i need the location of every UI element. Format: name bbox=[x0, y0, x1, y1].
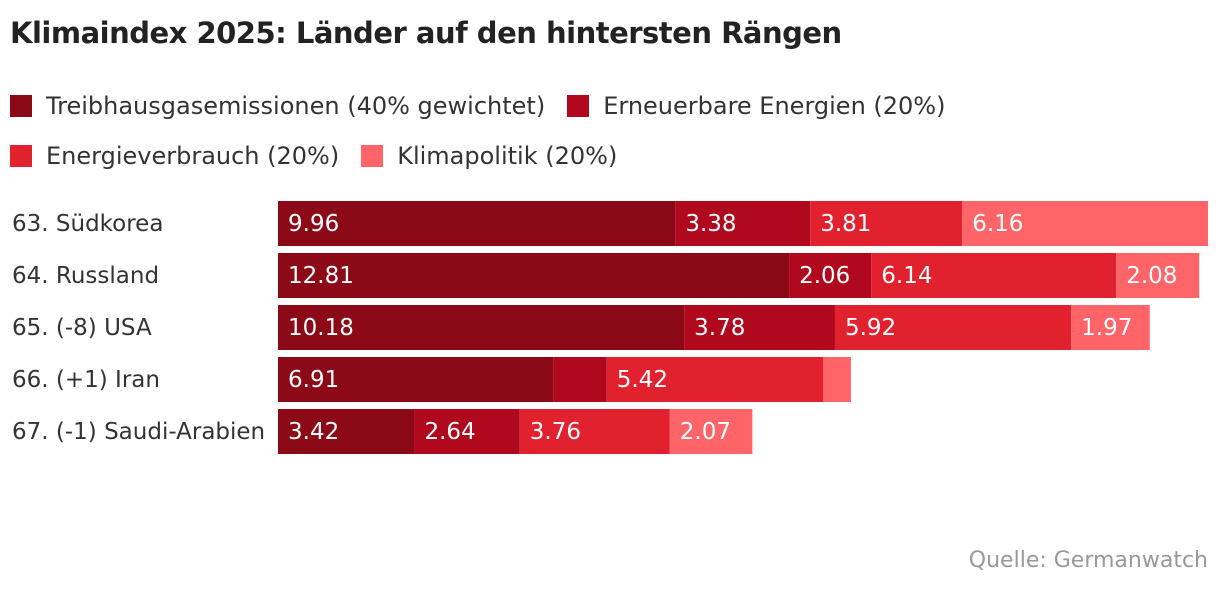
bar-segment bbox=[834, 305, 1072, 350]
bar-segment bbox=[810, 201, 963, 246]
bar-segment bbox=[414, 409, 520, 454]
chart: 63. Südkorea 9.96 3.38 3.81 6.16 64. Russland… bbox=[12, 201, 1208, 454]
value-label: 2.06 bbox=[799, 263, 850, 289]
legend-item: Energieverbrauch (20%) bbox=[10, 138, 339, 174]
value-label: 5.42 bbox=[617, 367, 668, 393]
legend-label: Klimapolitik (20%) bbox=[397, 142, 618, 170]
legend-item: Klimapolitik (20%) bbox=[361, 138, 617, 174]
value-label: 6.14 bbox=[881, 263, 932, 289]
bar-segment bbox=[669, 409, 753, 454]
value-label: 6.91 bbox=[288, 367, 339, 393]
legend: Treibhausgasemissionen (40% gewichtet) Er… bbox=[10, 88, 1080, 174]
value-label: 2.07 bbox=[680, 419, 731, 445]
legend-item: Treibhausgasemissionen (40% gewichtet) bbox=[10, 88, 545, 124]
legend-swatch bbox=[361, 145, 384, 167]
value-label: 2.08 bbox=[1126, 263, 1177, 289]
value-label: 12.81 bbox=[288, 263, 354, 289]
legend-label: Treibhausgasemissionen (40% gewichtet) bbox=[46, 92, 546, 120]
legend-item: Erneuerbare Energien (20%) bbox=[567, 88, 945, 124]
source: Quelle: Germanwatch bbox=[968, 548, 1208, 573]
category-label: 63. Südkorea bbox=[12, 211, 163, 237]
value-label: 3.81 bbox=[820, 211, 871, 237]
bar-segment bbox=[278, 409, 415, 454]
bar-segment bbox=[871, 253, 1117, 298]
bar-segment bbox=[278, 253, 790, 298]
bar-segment bbox=[1071, 305, 1150, 350]
value-label: 3.78 bbox=[694, 315, 745, 341]
category-label: 64. Russland bbox=[12, 263, 159, 289]
value-label: 10.18 bbox=[288, 315, 354, 341]
bar-segment bbox=[519, 409, 670, 454]
value-label: 3.38 bbox=[685, 211, 736, 237]
bar-segment bbox=[1116, 253, 1200, 298]
legend-label: Energieverbrauch (20%) bbox=[46, 142, 340, 170]
bar-segment bbox=[278, 305, 685, 350]
category-label: 66. (+1) Iran bbox=[12, 367, 160, 393]
legend-label: Erneuerbare Energien (20%) bbox=[603, 92, 946, 120]
value-label: 6.16 bbox=[972, 211, 1023, 237]
bar-segment bbox=[553, 357, 607, 402]
chart-title: Klimaindex 2025: Länder auf den hinterst… bbox=[10, 16, 842, 50]
value-label: 3.76 bbox=[530, 419, 581, 445]
bar-segment bbox=[822, 357, 851, 402]
bar-segment bbox=[684, 305, 835, 350]
value-label: 2.64 bbox=[424, 419, 475, 445]
legend-swatch bbox=[10, 145, 32, 167]
bar-segment bbox=[278, 357, 554, 402]
value-label: 9.96 bbox=[288, 211, 339, 237]
bar-segment bbox=[962, 201, 1208, 246]
value-label: 5.92 bbox=[845, 315, 896, 341]
bar-segment bbox=[606, 357, 823, 402]
value-label: 3.42 bbox=[288, 419, 339, 445]
legend-swatch bbox=[567, 95, 590, 117]
value-label: 1.97 bbox=[1081, 315, 1132, 341]
bar-segment bbox=[675, 201, 811, 246]
legend-swatch bbox=[10, 95, 32, 117]
bar-segment bbox=[278, 201, 676, 246]
category-label: 67. (-1) Saudi-Arabien bbox=[12, 419, 265, 445]
category-label: 65. (-8) USA bbox=[12, 315, 152, 341]
bar-segment bbox=[789, 253, 872, 298]
